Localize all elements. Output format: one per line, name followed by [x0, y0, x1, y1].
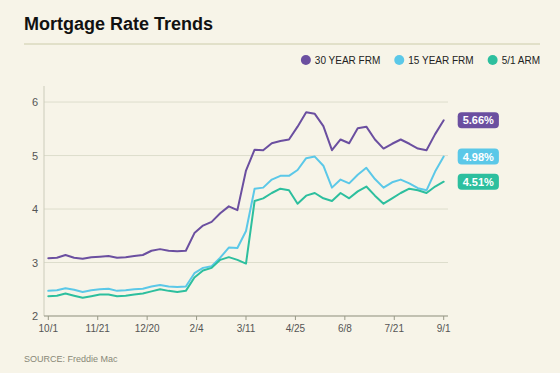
legend: 30 YEAR FRM 15 YEAR FRM 5/1 ARM [301, 55, 540, 66]
end-badge: 4.51% [458, 174, 499, 190]
title: Mortgage Rate Trends [24, 14, 213, 34]
legend-label: 15 YEAR FRM [408, 55, 473, 66]
x-tick [344, 316, 345, 320]
x-tick-label: 3/11 [237, 323, 256, 334]
x-tick [48, 316, 49, 320]
x-tick [246, 316, 247, 320]
end-label: 4.98% [463, 151, 494, 163]
grid-line [44, 155, 448, 156]
end-badge: 4.98% [458, 149, 499, 165]
x-tick [295, 316, 296, 320]
legend-swatch [488, 55, 498, 65]
x-tick [147, 316, 148, 320]
series-line [48, 112, 443, 259]
grid-line [44, 102, 448, 103]
chart: Mortgage Rate Trends 30 YEAR FRM 15 YEAR F… [0, 0, 560, 373]
x-tick [394, 316, 395, 320]
x-tick-label: 11/21 [86, 323, 111, 334]
legend-label: 5/1 ARM [502, 55, 540, 66]
x-tick [443, 316, 444, 320]
x-tick-label: 4/25 [286, 323, 306, 334]
end-label: 4.51% [463, 176, 494, 188]
legend-label: 30 YEAR FRM [315, 55, 380, 66]
x-tick-label: 6/8 [338, 323, 352, 334]
grid-line [44, 209, 448, 210]
y-tick-label: 2 [32, 310, 38, 322]
series-line [48, 182, 443, 298]
end-label: 5.66% [463, 114, 494, 126]
background [0, 0, 560, 373]
x-tick-label: 10/1 [39, 323, 59, 334]
x-tick [196, 316, 197, 320]
y-tick-label: 6 [32, 96, 38, 108]
x-tick [97, 316, 98, 320]
y-tick-label: 5 [32, 150, 38, 162]
legend-swatch [301, 55, 311, 65]
y-tick-label: 3 [32, 257, 38, 269]
end-badge: 5.66% [458, 112, 499, 128]
separator [24, 44, 540, 45]
badge-box [458, 174, 499, 190]
x-tick-label: 7/21 [385, 323, 405, 334]
legend-swatch [394, 55, 404, 65]
x-tick-label: 12/20 [135, 323, 160, 334]
x-tick-label: 2/4 [190, 323, 204, 334]
annotation: SOURCE: Freddie Mac [24, 354, 118, 364]
plot-area [48, 112, 443, 298]
series-line [48, 157, 443, 292]
y-axis [44, 86, 45, 316]
x-tick-label: 9/1 [437, 323, 451, 334]
y-tick-label: 4 [32, 203, 38, 215]
badge-box [458, 149, 499, 165]
badge-box [458, 112, 499, 128]
